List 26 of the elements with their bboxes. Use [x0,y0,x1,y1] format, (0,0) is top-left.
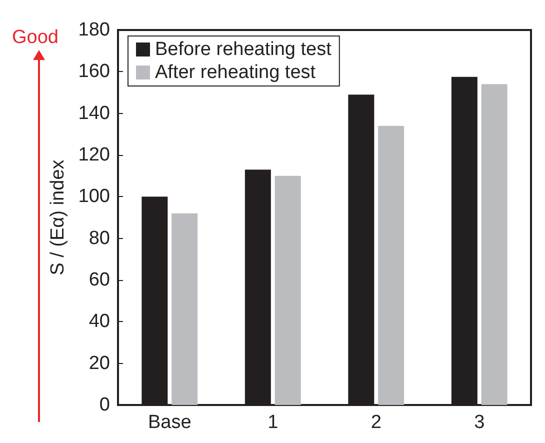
y-tick-label: 160 [78,61,110,82]
legend-label: Before reheating test [155,39,332,60]
bar [274,176,301,405]
y-tick-label: 40 [88,311,110,332]
y-tick-label: 140 [78,102,110,124]
bar [348,94,374,405]
x-tick-label: 3 [474,412,485,433]
bar [378,126,404,405]
x-tick-label: Base [148,412,192,433]
legend-label: After reheating test [155,62,316,83]
y-tick-label: 0 [99,394,110,416]
y-tick-label: 120 [78,144,110,166]
x-tick-label: 1 [268,412,278,433]
bar [451,76,478,405]
bar [142,196,168,405]
x-tick-label: 2 [370,412,382,433]
text: Good [12,27,58,48]
y-tick-label: 80 [88,228,110,249]
y-tick-label: 100 [78,186,110,208]
bar [244,170,271,405]
y-tick-label: 20 [88,352,110,374]
y-tick-label: 60 [88,270,110,290]
bar [481,84,508,405]
bar [172,213,198,405]
y-axis-title: S / (Eα) index [47,159,68,276]
y-tick-label: 180 [78,20,110,40]
